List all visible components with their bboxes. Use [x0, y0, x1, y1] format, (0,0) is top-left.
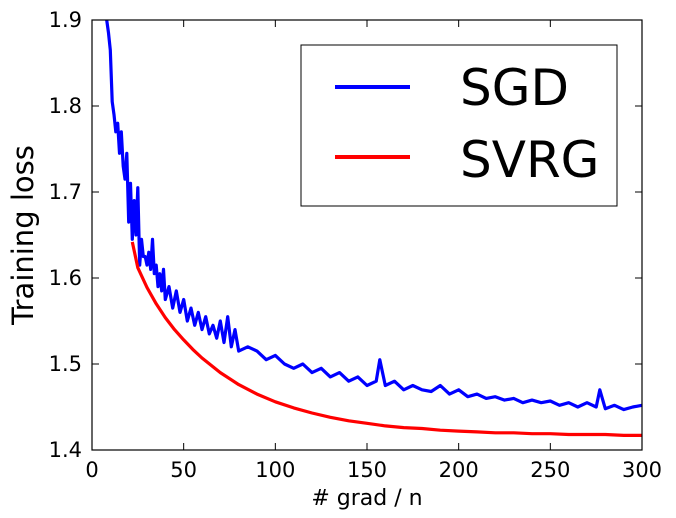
y-tick-label: 1.9: [49, 8, 82, 32]
x-tick-label: 50: [170, 458, 197, 482]
x-tick-label: 300: [622, 458, 662, 482]
series-line-sgd: [105, 19, 643, 412]
legend-label-sgd: SGD: [460, 59, 569, 117]
x-axis-label: # grad / n: [311, 486, 422, 511]
series-line-svrg: [130, 241, 642, 437]
y-tick-label: 1.7: [49, 180, 82, 204]
y-tick-label: 1.5: [49, 352, 82, 376]
y-tick-label: 1.8: [49, 94, 82, 118]
x-tick-label: 200: [439, 458, 479, 482]
legend-box: [300, 44, 618, 207]
x-tick-label: 0: [85, 458, 98, 482]
x-tick-label: 250: [530, 458, 570, 482]
y-tick-label: 1.6: [49, 266, 82, 290]
x-tick-label: 100: [255, 458, 295, 482]
y-tick-label: 1.4: [49, 438, 82, 462]
x-tick-label: 150: [347, 458, 387, 482]
tick-layer: 0 50 100 150 200 250 300 1.4 1.5 1.6 1.7 1.8 1.9: [49, 8, 662, 482]
y-axis-label: Training loss: [6, 145, 40, 326]
legend-label-svrg: SVRG: [460, 131, 599, 189]
series-layer: [105, 19, 643, 437]
legend: SGD SVRG: [300, 44, 618, 207]
